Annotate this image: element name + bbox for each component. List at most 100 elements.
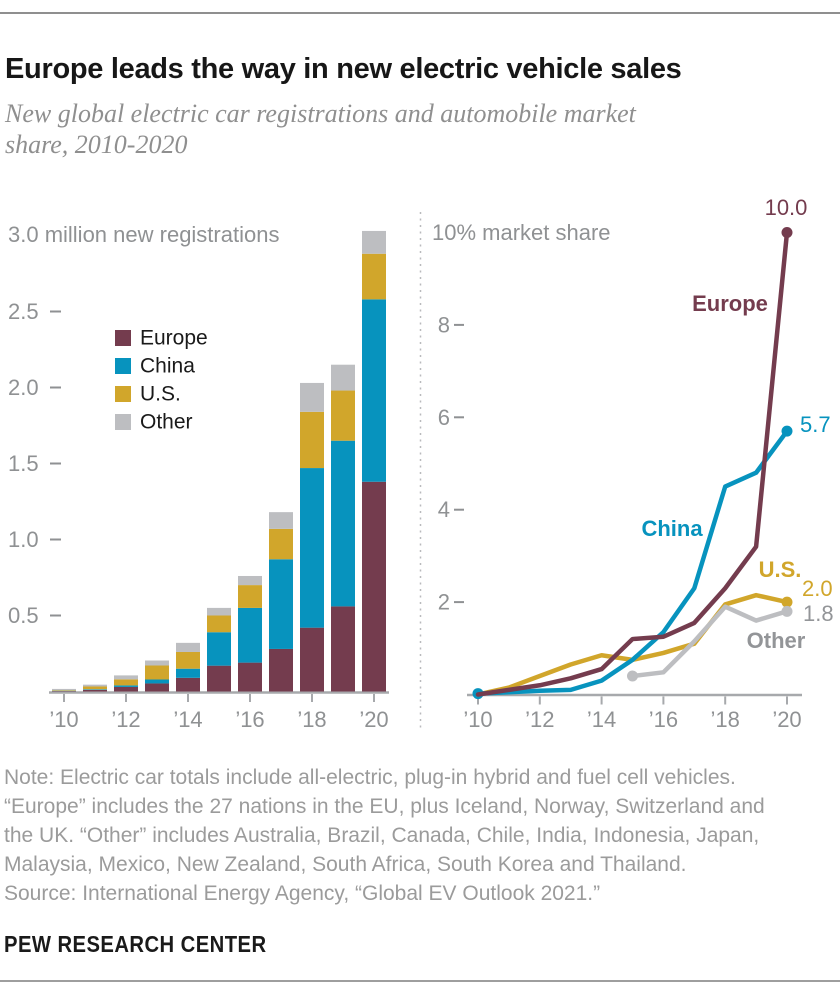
bar-2012-us [114,679,138,686]
bar-2016-us [238,585,262,608]
ev-charts-canvas: 3.0 million new registrations 0.5 1.0 1.5 2.… [8,195,834,732]
line-axis-caption: 10% market share [432,220,611,245]
bar-2020-china [362,299,386,482]
bar-x-tick-label: ’20 [359,707,388,732]
bar-y-tick-label: 1.0 [8,527,39,552]
legend-item-other: Other [115,411,193,434]
bar-2010-us [52,690,76,691]
bar-legend: Europe China U.S. Other [115,327,208,434]
bar-2019-china [331,440,355,607]
line-other [630,604,790,679]
bar-2014-us [176,651,200,669]
series-label-europe: Europe [692,291,768,316]
bar-2017-other [269,512,293,529]
bar-2018-other [300,382,324,412]
bar-2019-other [331,364,355,391]
legend-swatch-us [115,386,131,402]
legend-item-europe: Europe [115,327,208,350]
line-china [475,428,790,696]
pew-research-center-logo: PEW RESEARCH CENTER [4,931,267,957]
series-label-us: U.S. [759,557,802,582]
page-title: Europe leads the way in new electric veh… [5,53,682,86]
bar-y-tick-label: 2.5 [8,299,39,324]
chart-note: Note: Electric car totals include all-el… [4,766,765,905]
bar-2016-europe [238,662,262,692]
bar-2019-europe [331,606,355,692]
end-value-us: 2.0 [802,576,833,601]
chart-subtitle: New global electric car registrations an… [5,99,636,159]
bar-2020-us [362,253,386,300]
bar-x-tick-label: ’14 [173,707,202,732]
line-europe [475,230,790,697]
bar-2014-china [176,668,200,678]
legend-label-china: China [140,355,195,378]
bar-2015-europe [207,665,231,692]
bar-x-tick-label: ’10 [49,707,78,732]
bar-2018-china [300,468,324,628]
end-dot-europe [781,227,793,238]
bar-2018-us [300,411,324,469]
bar-2010-other [52,688,76,691]
legend-item-us: U.S. [115,383,181,406]
line-x-tick-label: ’20 [772,707,801,732]
bar-2013-europe [145,683,169,692]
bar-2017-europe [269,648,293,692]
bar-y-tick-label: 0.5 [8,603,39,628]
line-y-tick-label: 8 [438,312,450,337]
bar-2012-other [114,675,138,680]
bottom-rule [0,980,840,982]
legend-label-europe: Europe [140,327,208,350]
bar-2015-china [207,632,231,666]
line-y-tick-label: 4 [438,497,450,522]
line-x-tick-label: ’14 [587,707,616,732]
bar-2017-us [269,528,293,560]
end-value-europe: 10.0 [765,195,808,220]
line-x-tick-label: ’12 [525,707,554,732]
bar-x-tick-label: ’12 [111,707,140,732]
bar-2011-other [83,684,107,687]
bar-2015-other [207,607,231,616]
bar-2012-china [114,685,138,687]
end-dot-other [781,605,793,617]
line-x-tick-label: ’16 [649,707,678,732]
bar-2020-other [362,230,386,254]
bar-y-tick-label: 2.0 [8,375,39,400]
legend-swatch-europe [115,330,131,346]
end-dot-us [781,596,793,608]
bar-2014-other [176,642,200,652]
bar-2011-us [83,686,107,690]
end-value-china: 5.7 [800,412,831,437]
legend-label-us: U.S. [140,383,181,406]
bar-2013-other [145,660,169,666]
bar-x-tick-label: ’16 [235,707,264,732]
series-label-china: China [641,516,703,541]
line-x-tick-label: ’10 [463,707,492,732]
bar-2016-china [238,607,262,663]
bar-2013-us [145,665,169,680]
bar-2016-other [238,575,262,586]
bar-2020-europe [362,481,386,692]
bar-2019-us [331,390,355,441]
bar-chart: 3.0 million new registrations 0.5 1.0 1.5 2.… [8,222,389,732]
legend-swatch-china [115,358,131,374]
bar-x-tick-label: ’18 [297,707,326,732]
line-chart: 10% market share 2 4 6 8 ’10 ’12 ’14 ’16 ’18 ’20 U.… [432,195,834,732]
bar-2011-china [83,689,107,690]
legend-swatch-other [115,414,131,430]
top-rule [0,12,840,14]
legend-item-china: China [115,355,195,378]
bar-2011-europe [83,689,107,692]
line-y-tick-label: 2 [438,590,450,615]
bar-axis-caption: 3.0 million new registrations [8,222,279,247]
bar-2012-europe [114,686,138,692]
bar-2014-europe [176,677,200,692]
bar-y-tick-label: 1.5 [8,451,39,476]
bar-2018-europe [300,627,324,692]
end-value-other: 1.8 [803,601,834,626]
bar-2017-china [269,559,293,649]
start-dot-other [627,670,638,682]
end-dot-china [781,425,793,437]
bar-2015-us [207,615,231,633]
line-x-tick-label: ’18 [711,707,740,732]
